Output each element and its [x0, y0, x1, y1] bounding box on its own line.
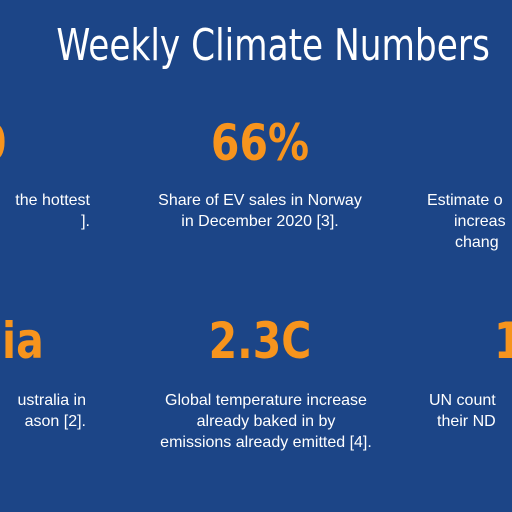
caption-top-left: the hottest ].: [15, 190, 90, 232]
caption-line: Estimate o: [427, 192, 503, 209]
stat-value-bottom-center: 2.3C: [208, 312, 312, 370]
stat-value-top-left: 0: [0, 118, 7, 168]
caption-line: emissions already emitted [4].: [160, 434, 372, 451]
caption-line: their ND: [437, 413, 496, 430]
stat-value-bottom-right: 1: [494, 316, 512, 366]
caption-line: the hottest: [15, 192, 90, 209]
page-title: Weekly Climate Numbers: [56, 20, 490, 71]
caption-line: ason [2].: [24, 413, 86, 430]
caption-line: chang: [455, 234, 499, 251]
stat-value-bottom-left: lia: [0, 312, 44, 370]
caption-line: increas: [454, 213, 506, 230]
stat-value-top-center: 66%: [210, 114, 310, 172]
caption-line: Global temperature increase: [165, 392, 367, 409]
caption-line: UN count: [429, 392, 496, 409]
caption-top-center: Share of EV sales in Norway in December …: [110, 190, 410, 232]
caption-line: in December 2020 [3].: [181, 213, 339, 230]
caption-line: already baked in by: [196, 413, 336, 430]
caption-bottom-center: Global temperature increase already bake…: [106, 390, 426, 453]
caption-bottom-left: ustralia in ason [2].: [18, 390, 86, 432]
caption-top-right: Estimate o increas chang: [427, 190, 512, 253]
caption-line: ustralia in: [17, 392, 86, 409]
caption-bottom-right: UN count their ND: [429, 390, 512, 432]
caption-line: Share of EV sales in Norway: [158, 192, 362, 209]
caption-line: ].: [81, 213, 90, 230]
